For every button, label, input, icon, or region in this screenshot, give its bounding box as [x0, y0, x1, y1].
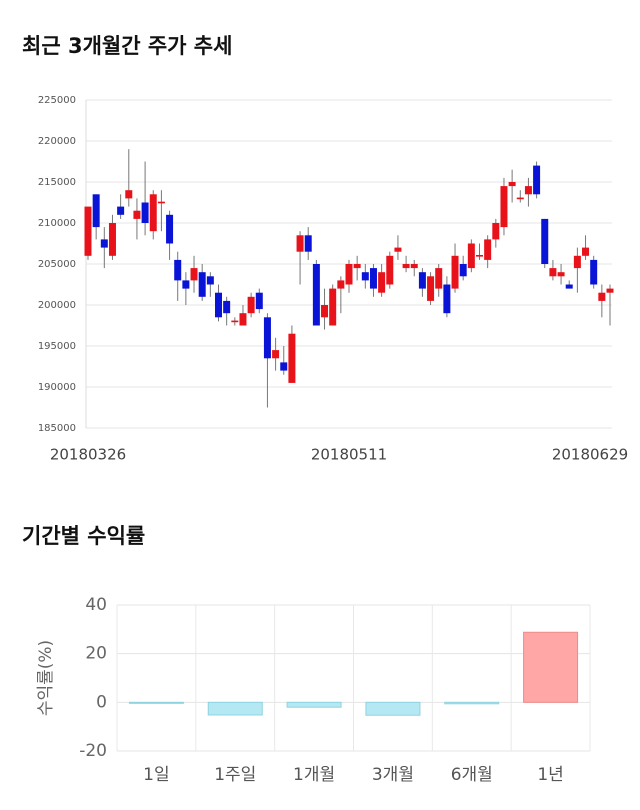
bar	[128, 701, 184, 704]
candle-body	[141, 202, 149, 223]
candle-body	[353, 264, 361, 269]
candle-body	[231, 320, 239, 323]
bar	[523, 631, 579, 703]
candle-body	[288, 333, 296, 383]
candle-body	[598, 292, 606, 301]
candle-body	[198, 272, 206, 297]
bar	[444, 701, 500, 705]
y-tick-label: 215000	[38, 177, 76, 188]
x-tick-label: 20180326	[50, 446, 126, 464]
y-tick-label: -20	[79, 741, 107, 761]
candle-body	[108, 223, 116, 256]
candle-body	[459, 264, 467, 277]
candle-body	[272, 350, 280, 359]
candle-body	[157, 201, 165, 204]
x-tick-label: 1주일	[214, 765, 256, 785]
y-axis-label: 수익률(%)	[36, 640, 56, 716]
candle-body	[524, 186, 532, 195]
candle-body	[541, 218, 549, 264]
candle-body	[467, 243, 475, 269]
candle-body	[166, 214, 174, 244]
candle-body	[533, 165, 541, 195]
candle-body	[443, 284, 451, 314]
candle-body	[92, 194, 100, 228]
x-tick-label: 6개월	[451, 765, 493, 785]
candle-body	[435, 268, 443, 289]
candle-body	[239, 313, 247, 326]
candle-body	[508, 182, 516, 187]
x-tick-label: 3개월	[372, 765, 414, 785]
y-tick-label: 0	[96, 692, 107, 712]
candle-body	[206, 276, 214, 285]
candle-body	[100, 239, 108, 248]
y-tick-label: 200000	[38, 300, 76, 311]
candle-body	[255, 292, 263, 310]
candle-body	[565, 284, 573, 289]
y-tick-label: 220000	[38, 136, 76, 147]
candle-body	[321, 305, 329, 318]
candle-body	[557, 272, 565, 277]
y-tick-label: 20	[85, 644, 107, 664]
candle-body	[125, 190, 133, 199]
candle-body	[516, 197, 524, 200]
candle-body	[312, 264, 320, 326]
candle-body	[410, 264, 418, 269]
candle-body	[223, 300, 231, 314]
y-tick-label: 205000	[38, 259, 76, 270]
x-tick-label: 1개월	[293, 765, 335, 785]
candle-body	[590, 259, 598, 285]
candle-body	[174, 259, 182, 281]
candle-body	[304, 235, 312, 252]
candle-body	[345, 264, 353, 285]
candle-body	[190, 268, 198, 281]
candle-body	[133, 210, 141, 219]
candle-body	[247, 296, 255, 314]
candle-body	[369, 268, 377, 289]
chart-title: 기간별 수익률	[22, 524, 145, 548]
candle-body	[386, 255, 394, 285]
candle-body	[492, 223, 500, 240]
x-tick-label: 20180629	[552, 446, 628, 464]
y-tick-label: 190000	[38, 382, 76, 393]
bar	[207, 701, 263, 716]
candle-body	[476, 254, 483, 257]
candle-body	[402, 264, 410, 269]
candle-body	[427, 276, 435, 301]
candle-body	[337, 280, 345, 289]
candle-body	[418, 272, 426, 289]
candle-body	[582, 247, 590, 256]
candle-body	[149, 194, 157, 232]
candle-body	[606, 288, 614, 293]
x-tick-label: 1년	[537, 765, 563, 785]
candle-body	[500, 186, 508, 228]
candle-body	[549, 268, 557, 277]
candle-body	[378, 272, 386, 293]
candle-body	[361, 272, 369, 281]
candle-body	[329, 288, 337, 326]
y-tick-label: 225000	[38, 95, 76, 106]
candle-body	[215, 292, 222, 318]
bar	[365, 701, 421, 716]
y-tick-label: 210000	[38, 218, 76, 229]
candle-body	[573, 255, 581, 269]
candle-body	[296, 235, 304, 252]
candle-body	[280, 362, 288, 371]
candle-body	[117, 206, 125, 215]
x-tick-label: 20180511	[311, 446, 387, 464]
chart-title: 최근 3개월간 주가 추세	[22, 34, 232, 58]
candle-body	[263, 317, 271, 359]
x-tick-label: 1일	[143, 765, 169, 785]
bar	[286, 701, 342, 708]
y-tick-label: 185000	[38, 423, 76, 434]
candle-body	[484, 239, 492, 260]
y-tick-label: 40	[85, 595, 107, 615]
candle-body	[84, 206, 92, 256]
candle-body	[182, 280, 190, 289]
y-tick-label: 195000	[38, 341, 76, 352]
candle-body	[394, 247, 402, 252]
candle-body	[451, 255, 459, 289]
